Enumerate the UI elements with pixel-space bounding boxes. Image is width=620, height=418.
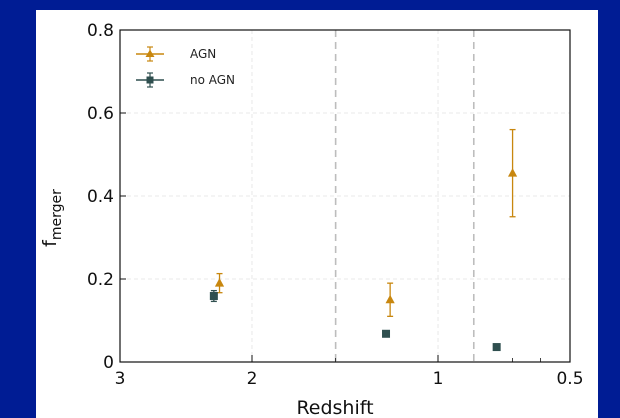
legend-entry-agn: AGN (136, 46, 216, 62)
svg-text:fmerger: fmerger (39, 189, 65, 247)
data-point-agn (385, 282, 395, 318)
x-tick-label: 0.5 (556, 369, 583, 389)
data-points (209, 128, 518, 352)
y-tick-label: 0.8 (87, 21, 114, 41)
figure-panel: 0 0.2 0.4 0.6 0.8 3 2 1 0.5 AGN no AGN Redshift (36, 10, 598, 418)
y-axis-label: fmerger (39, 189, 65, 247)
grid (119, 29, 571, 363)
y-tick-label: 0.6 (87, 104, 114, 124)
square-marker (209, 292, 218, 301)
data-point-no-agn (382, 329, 391, 338)
y-axis-label-main: f (39, 239, 61, 247)
redshift-bin-boundaries (334, 30, 475, 362)
legend-entry-no-agn: no AGN (136, 72, 235, 88)
square-marker (492, 343, 501, 352)
triangle-marker (214, 278, 225, 287)
y-tick-label: 0 (103, 353, 114, 373)
data-point-agn (214, 272, 225, 294)
y-tick-label: 0.2 (87, 270, 114, 290)
data-point-agn (507, 128, 518, 218)
x-tick-label: 2 (247, 369, 258, 389)
data-point-no-agn (209, 289, 218, 303)
axis-ticks: 0 0.2 0.4 0.6 0.8 3 2 1 0.5 (87, 21, 584, 389)
y-axis-label-subscript: merger (49, 189, 65, 240)
x-axis-label: Redshift (296, 397, 373, 418)
triangle-marker (507, 168, 518, 177)
triangle-marker (385, 294, 395, 304)
legend-label-no-agn: no AGN (190, 73, 235, 87)
data-point-no-agn (492, 343, 501, 352)
square-marker (382, 329, 391, 338)
legend-label-agn: AGN (190, 47, 216, 61)
y-tick-label: 0.4 (87, 187, 114, 207)
legend: AGN no AGN (136, 46, 235, 88)
merger-fraction-chart: 0 0.2 0.4 0.6 0.8 3 2 1 0.5 AGN no AGN Redshift (39, 21, 584, 418)
x-tick-label: 3 (115, 369, 126, 389)
x-tick-label: 1 (433, 369, 444, 389)
